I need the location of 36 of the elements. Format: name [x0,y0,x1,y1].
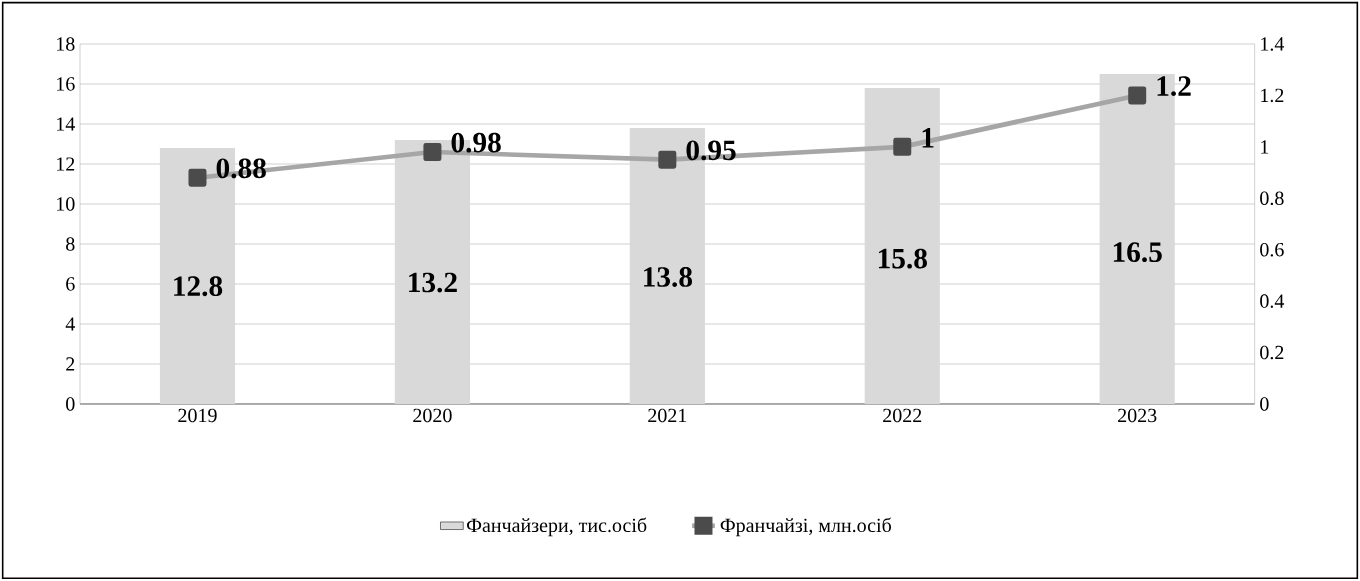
y2-tick-label: 1.2 [1261,88,1284,103]
y2-tick-label: 0.2 [1260,345,1284,360]
y-tick-label: 18 [57,37,75,51]
x-tick-label: 2019 [178,408,217,423]
y2-tick-label: 0 [1260,397,1269,411]
x-tick-label: 2021 [648,408,687,423]
y-tick-label: 14 [57,117,75,131]
data-label: 1 [922,128,934,148]
y2-tick-label: 0.8 [1260,191,1284,206]
x-tick-label: 2020 [413,408,452,423]
y-tick-label: 2 [66,357,75,371]
legend-label: Франчайзі, млн.осіб [720,517,892,537]
data-label: 1.2 [1157,76,1191,97]
data-label: 0.88 [216,158,266,179]
y2-tick-label: 1 [1261,140,1269,154]
y-tick-label: 12 [57,157,75,171]
y-tick-label: 6 [66,277,75,291]
x-tick-label: 2022 [883,408,922,423]
y-tick-label: 16 [57,77,75,91]
data-label: 13.2 [409,272,457,293]
y2-tick-label: 0.4 [1260,294,1285,308]
data-label: 0.95 [686,140,736,161]
bar [864,87,940,404]
data-label: 12.8 [174,276,223,297]
y2-tick-label: 1.4 [1261,37,1285,51]
y2-tick-label: 0.6 [1260,242,1284,257]
y-tick-label: 10 [57,197,75,211]
data-label: 15.8 [878,248,927,269]
y-tick-label: 0 [66,397,75,411]
data-label: 0.98 [451,132,501,153]
legend-label: Фанчайзери, тис.осіб [467,517,647,537]
data-label: 13.8 [644,267,693,287]
data-label: 16.5 [1113,242,1162,263]
y-tick-label: 8 [66,237,75,251]
y-tick-label: 4 [65,317,75,331]
x-tick-label: 2023 [1118,408,1157,423]
